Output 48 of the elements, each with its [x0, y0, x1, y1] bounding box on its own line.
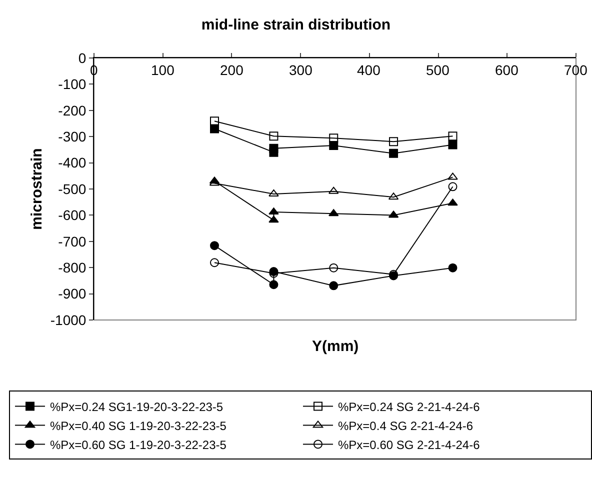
point	[329, 281, 338, 290]
y-tick-label: -700	[58, 233, 86, 250]
point	[389, 137, 398, 146]
y-tick-label: -800	[58, 260, 86, 276]
y-tick-label: -300	[58, 128, 86, 144]
point	[210, 241, 219, 250]
legend-label: %Px=0.60 SG 1-19-20-3-22-23-5	[50, 438, 227, 452]
x-tick-label: 200	[220, 62, 244, 78]
chart-title: mid-line strain distribution	[201, 16, 391, 34]
legend-label: %Px=0.4 SG 2-21-4-24-6	[338, 418, 474, 433]
point	[448, 263, 458, 272]
point	[329, 134, 338, 143]
point	[268, 189, 279, 196]
point	[268, 208, 279, 215]
y-tick-label: -200	[58, 102, 86, 118]
y-tick-label: -1000	[50, 312, 86, 328]
y-axis-title: microstrain	[28, 148, 46, 230]
point	[328, 209, 339, 216]
x-axis-title: Y(mm)	[312, 338, 359, 355]
point	[210, 258, 219, 268]
y-tick-label: -400	[58, 154, 86, 171]
legend-label: %Px=0.40 SG 1-19-20-3-22-23-5	[50, 418, 227, 433]
y-tick-label: 0	[78, 50, 86, 66]
y-tick-label: -600	[58, 207, 86, 224]
point	[448, 172, 458, 180]
point	[268, 216, 279, 223]
point	[448, 140, 458, 150]
x-tick-label: 100	[151, 62, 175, 78]
x-tick-label: 300	[289, 62, 313, 78]
legend-label: %Px=0.24 SG 2-21-4-24-6	[338, 400, 480, 414]
x-tick-label: 700	[564, 62, 588, 78]
point	[269, 132, 278, 141]
point	[389, 148, 398, 158]
y-tick-label: -500	[58, 180, 86, 197]
point	[448, 198, 458, 206]
legend-label: %Px=0.24 SG1-19-20-3-22-23-5	[50, 400, 224, 414]
point	[448, 132, 458, 141]
x-tick-label: 400	[357, 62, 381, 78]
point	[448, 182, 458, 192]
x-tick-label: 600	[495, 62, 519, 78]
x-tick-label: 500	[426, 62, 450, 78]
point	[329, 263, 338, 272]
point	[328, 186, 339, 194]
y-tick-label: -100	[58, 76, 86, 92]
y-tick-label: -900	[58, 286, 86, 302]
point	[269, 280, 278, 290]
legend-label: %Px=0.60 SG 2-21-4-24-6	[338, 438, 480, 452]
point	[269, 144, 278, 153]
